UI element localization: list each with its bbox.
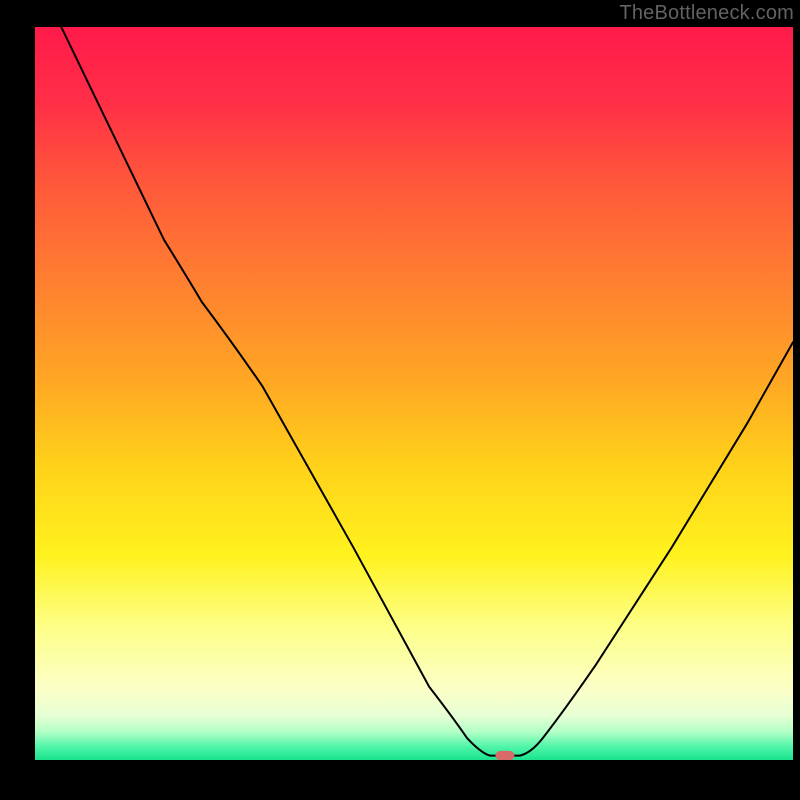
bottom-border (0, 760, 800, 800)
plot-background (35, 27, 793, 760)
chart-frame: TheBottleneck.com (0, 0, 800, 800)
watermark-text: TheBottleneck.com (619, 2, 794, 25)
optimal-point-marker (495, 751, 514, 761)
bottleneck-chart (0, 0, 800, 800)
